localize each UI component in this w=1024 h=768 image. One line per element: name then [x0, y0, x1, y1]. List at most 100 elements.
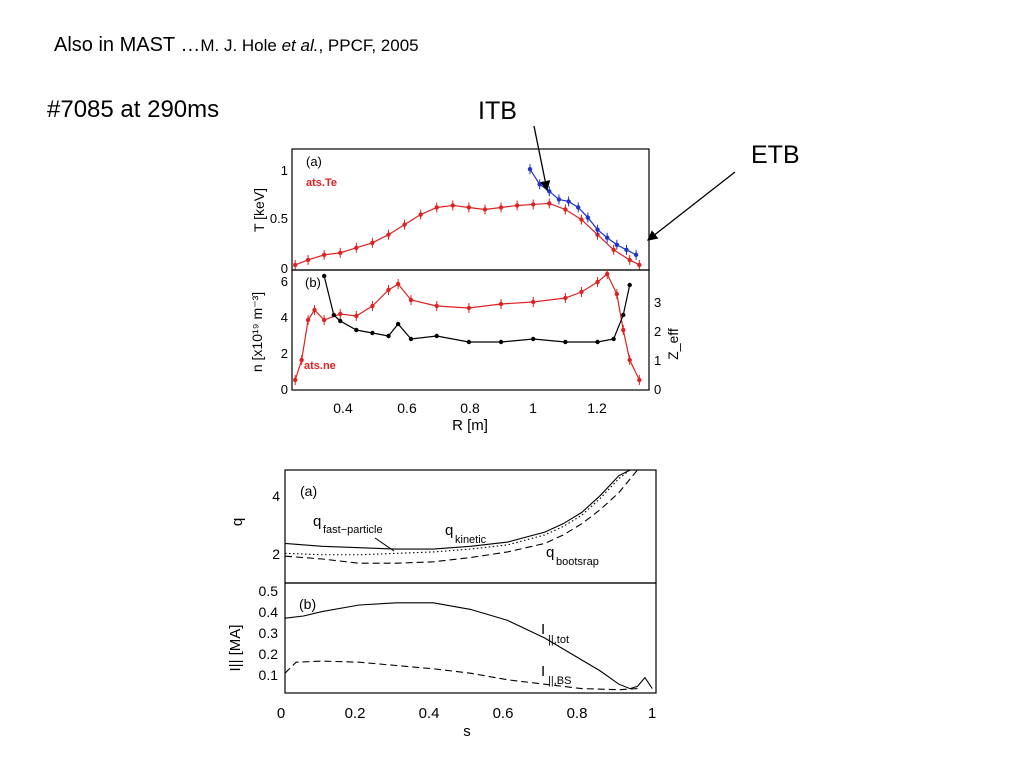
fig1-panel-b: (b) ats.ne n [x10¹⁹ m⁻³] Z_eff 0 2 4 6 0… — [249, 269, 681, 434]
fig2a-panel-label: (a) — [300, 483, 317, 499]
fig2b-xtick-1: 0.2 — [345, 705, 366, 722]
zeff-black-point — [627, 282, 632, 288]
zeff-black-point — [611, 336, 616, 342]
ne-red-point — [299, 357, 304, 363]
fig1a-annotation: ats.Te — [306, 177, 337, 189]
te-red-point — [370, 240, 375, 245]
zeff-black-point — [621, 312, 626, 318]
fig1b-ytick-3: 6 — [281, 274, 288, 289]
te-blue-point — [556, 197, 562, 202]
ne-red-point — [338, 311, 343, 317]
ne-red-point — [637, 377, 642, 383]
zeff-black-point — [434, 333, 439, 339]
ne-red-point — [627, 357, 632, 363]
title-ref-em: et al. — [281, 36, 319, 55]
title-ref-post: , PPCF, 2005 — [318, 36, 419, 55]
i-tot-label: I ||,tot — [541, 621, 569, 646]
zeff-black-point — [338, 318, 343, 324]
te-blue-point — [547, 189, 552, 194]
q-fast-line — [284, 469, 631, 550]
slide-title: Also in MAST …M. J. Hole et al., PPCF, 2… — [54, 34, 419, 57]
ne-red-point — [354, 313, 359, 319]
fig1b-xtick-0: 0.4 — [333, 400, 353, 416]
q-kin-q: q — [445, 522, 453, 539]
fig1b-xtick-2: 0.8 — [460, 400, 480, 416]
ne-red-point — [321, 317, 327, 323]
itb-arrow — [533, 125, 551, 192]
fig1b-y2tick-2: 2 — [654, 324, 661, 339]
title-main: Also in MAST … — [54, 34, 201, 56]
te-red-point — [547, 201, 552, 206]
fig2a-ylabel: q — [229, 518, 246, 526]
fig1b-xtick-4: 1.2 — [587, 400, 607, 416]
fig1a-ylabel: T [keV] — [251, 188, 267, 232]
ne-red-point — [595, 279, 600, 285]
te-red-point — [450, 203, 456, 208]
zeff-black-point — [498, 339, 504, 345]
te-red-point — [579, 217, 584, 222]
fig2a-ytick-2: 2 — [272, 546, 280, 562]
i-bs-i: I — [541, 663, 545, 680]
te-red-point — [386, 232, 391, 237]
fig1b-frame — [291, 269, 650, 391]
te-red-point — [611, 247, 616, 253]
te-blue-point — [633, 252, 639, 258]
fig1a-panel-label: (a) — [306, 154, 322, 169]
fig1b-xtick-3: 1 — [529, 400, 537, 416]
i-bs-sub: ||,BS — [548, 675, 571, 687]
ne-red-point — [614, 291, 620, 297]
i-tot-line — [284, 602, 653, 690]
fig1b-ylabel: n [x10¹⁹ m⁻³] — [249, 292, 265, 372]
ne-red-point — [386, 287, 391, 293]
q-fast-particle-label: q fast−particle — [313, 513, 383, 536]
q-kin-sub: kinetic — [455, 534, 487, 546]
fig2b-ytick-1: 0.1 — [259, 667, 279, 683]
zeff-black-point — [386, 333, 391, 339]
te-red-point — [514, 203, 520, 208]
te-blue-point — [624, 247, 629, 253]
title-ref-pre: M. J. Hole — [200, 36, 282, 55]
fig2b-xtick-3: 0.6 — [493, 705, 514, 722]
te-red-point — [402, 222, 407, 227]
zeff-black-point — [466, 339, 472, 345]
ne-red-point — [531, 299, 536, 305]
q-bootsrap-label: q bootsrap — [546, 544, 599, 568]
q-bootsrap-line — [284, 469, 638, 564]
itb-label: ITB — [478, 97, 517, 125]
ne-red-point — [563, 295, 568, 301]
zeff-black-line — [323, 275, 631, 343]
ne-red-point — [498, 301, 504, 307]
te-red-point — [627, 257, 632, 263]
te-blue-point — [566, 199, 571, 204]
fig2-panel-b: (b) I|| [MA] 0.5 0.4 0.3 0.2 0.1 0 0.2 0… — [227, 582, 657, 740]
ne-red-point — [604, 271, 610, 277]
ne-red-point — [579, 289, 584, 295]
fig1b-xtick-1: 0.6 — [397, 400, 417, 416]
q-fast-q: q — [313, 513, 321, 530]
fig2b-ytick-5: 0.5 — [259, 583, 279, 599]
fig1a-ytick-0: 0 — [281, 261, 288, 276]
te-blue-point — [537, 182, 542, 187]
fig2b-xlabel: s — [463, 723, 471, 740]
te-red-point — [305, 257, 311, 263]
te-blue-point — [604, 235, 610, 240]
te-red-point — [563, 207, 568, 212]
fig2b-ylabel: I|| [MA] — [227, 625, 244, 672]
ne-red-point — [434, 303, 439, 309]
fig1b-ytick-2: 4 — [281, 310, 288, 325]
ne-red-point — [293, 377, 298, 383]
fig2b-xtick-4: 0.8 — [567, 705, 588, 722]
te-blue-point — [585, 215, 591, 220]
fig1b-ytick-1: 2 — [281, 346, 288, 361]
q-boot-q: q — [546, 544, 554, 561]
fig1b-y2tick-3: 3 — [654, 295, 661, 310]
te-red-point — [354, 245, 359, 251]
fig1a-frame — [291, 148, 650, 271]
shot-label: #7085 at 290ms — [47, 96, 220, 123]
zeff-black-point — [370, 330, 375, 336]
te-red-point — [482, 207, 488, 212]
fig1b-y2label: Z_eff — [665, 328, 681, 360]
fig1b-panel-label: (b) — [305, 275, 321, 290]
zeff-black-point — [354, 327, 359, 333]
q-fast-pointer — [374, 537, 395, 552]
